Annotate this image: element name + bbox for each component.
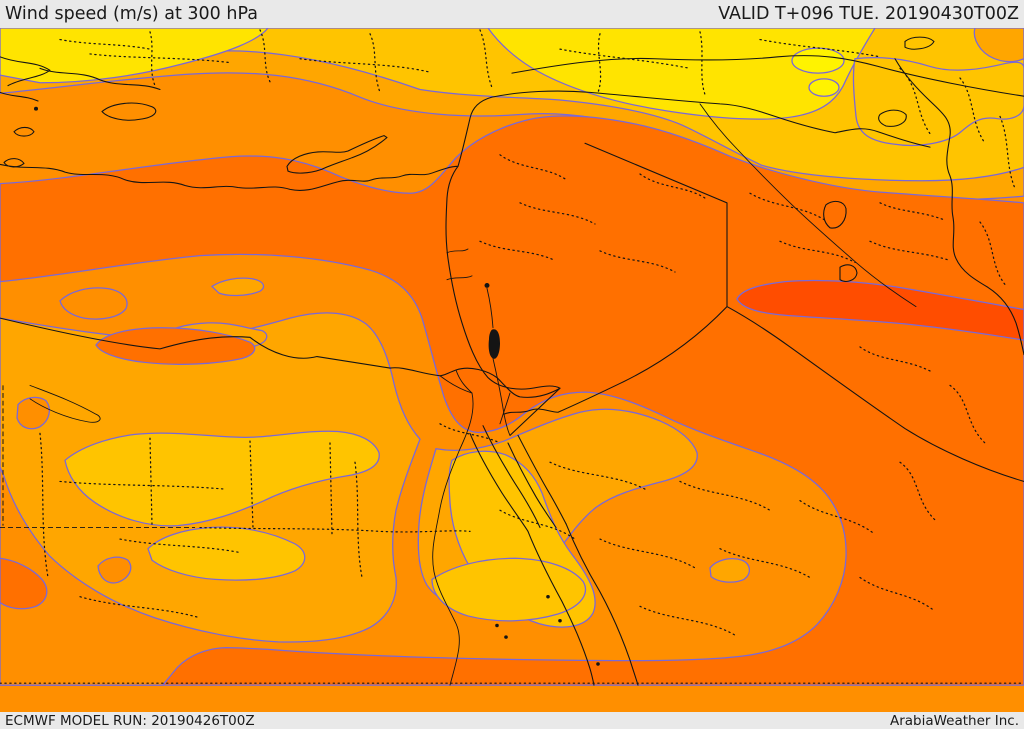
band-dark-orange-coast-blob [95, 327, 256, 365]
footer-bar: ECMWF MODEL RUN: 20190426T00Z ArabiaWeat… [0, 712, 1024, 729]
admin-boundaries-dotted [0, 29, 1024, 684]
product-title: Wind speed (m/s) at 300 hPa [5, 4, 258, 24]
red-sea-west-coast [527, 530, 595, 686]
header-bar: Wind speed (m/s) at 300 hPa VALID T+096 … [0, 0, 1024, 28]
cyprus-coastline [286, 135, 388, 174]
nile-delta [439, 369, 473, 394]
valid-time-label: VALID T+096 TUE. 20190430T00Z [718, 4, 1019, 24]
lake-small-iran [839, 264, 858, 282]
map-area [0, 28, 1024, 712]
band-gold-egypt-west [64, 430, 380, 527]
band-red-orange-jet-streak [736, 279, 1024, 341]
gulf-of-suez-west-coast [469, 432, 529, 532]
sea-of-galilee [484, 283, 490, 288]
band-yellow-center [487, 28, 876, 120]
island-dot [504, 635, 508, 639]
mediterranean-coastline [0, 163, 561, 398]
turkey-iran-border [894, 58, 1024, 356]
red-sea-island [546, 594, 550, 599]
island-rhodes [101, 102, 157, 121]
lake-urmia [823, 200, 847, 229]
turkey-syria-iraq-border [457, 90, 931, 167]
euphrates-river [699, 103, 917, 308]
model-run-label: ECMWF MODEL RUN: 20190426T00Z [5, 712, 255, 729]
egypt-israel-border [509, 387, 561, 436]
brand-label: ArabiaWeather Inc. [889, 712, 1019, 729]
marmara-coast [39, 67, 161, 91]
band-gold-egypt-south [147, 526, 306, 581]
island-dot [495, 623, 499, 628]
band-orange-sea-patch [59, 287, 128, 320]
band-gold-arabia-south [431, 557, 587, 622]
gulf-of-aqaba-east-coast [517, 434, 567, 525]
coastlines-and-borders [0, 36, 1024, 686]
jordan-river [486, 287, 494, 329]
lake-small-ne [904, 36, 935, 50]
red-sea-east-coast [565, 523, 639, 686]
band-bright-yellow-spot [791, 47, 845, 74]
lake-van [878, 109, 907, 127]
gulf-of-aqaba-west-coast [507, 442, 557, 529]
dead-sea [488, 329, 500, 359]
nile-river [432, 392, 474, 686]
band-gold-northeast [852, 57, 1024, 147]
band-dark-orange-west-wedge [0, 557, 48, 610]
gulf-of-suez-east-coast [482, 425, 541, 529]
red-sea-island [558, 619, 562, 623]
band-light-orange-ne-corner [973, 28, 1024, 63]
black-sea-coast [511, 55, 1024, 97]
band-light-orange-sea-patch [210, 277, 265, 297]
band-orange-blob [97, 556, 132, 584]
lebanon-border [446, 248, 473, 281]
jordan-saudi-border [503, 306, 728, 415]
wind-speed-bands [0, 28, 1024, 686]
island-small [13, 126, 35, 137]
island-dot [34, 106, 38, 111]
qattara-depression [29, 384, 101, 423]
aegean-coast [0, 91, 39, 102]
wind-speed-map [0, 28, 1024, 686]
country-boundaries-dashed [0, 385, 195, 529]
red-sea-island [596, 662, 600, 666]
band-yellow-west [0, 28, 269, 84]
band-bright-yellow-spot [808, 78, 840, 97]
suez-canal [499, 392, 511, 425]
aegean-coast [0, 56, 51, 87]
band-light-orange-blob [709, 558, 751, 583]
syria-iraq-saudi-borders [584, 142, 1024, 482]
